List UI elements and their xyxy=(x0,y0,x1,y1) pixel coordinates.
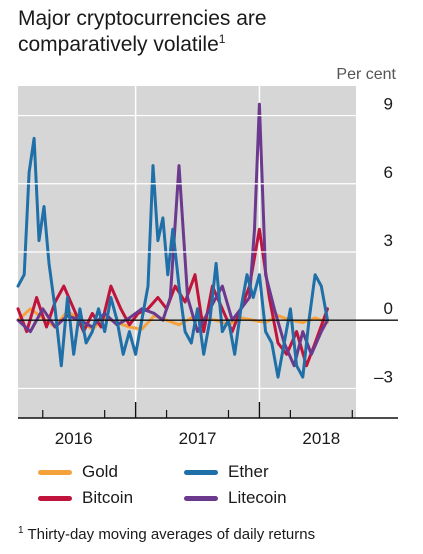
footnote-mark: 1 xyxy=(18,525,24,536)
y-tick-label-2: 3 xyxy=(384,231,393,250)
y-axis-unit-label: Per cent xyxy=(336,66,396,83)
legend-label-litecoin: Litecoin xyxy=(228,488,287,507)
y-tick-label-0: 9 xyxy=(384,95,393,114)
x-tick-label-2016: 2016 xyxy=(55,429,93,448)
chart-title-line-2-text: comparatively volatile xyxy=(18,33,219,56)
y-tick-label-3: 0 xyxy=(384,299,393,318)
legend-swatch-gold xyxy=(38,469,72,475)
title-footnote-mark: 1 xyxy=(218,32,226,46)
legend-item-bitcoin: Bitcoin xyxy=(38,488,133,508)
chart-title-line-2: comparatively volatile1 xyxy=(18,32,418,58)
legend-item-litecoin: Litecoin xyxy=(184,488,287,508)
x-tick-label-2017: 2017 xyxy=(179,429,217,448)
legend: Gold Ether Bitcoin Litecoin xyxy=(38,462,398,514)
footnote: 1 Thirty-day moving averages of daily re… xyxy=(18,525,418,543)
chart-title: Major cryptocurrencies are comparatively… xyxy=(18,6,418,58)
legend-label-ether: Ether xyxy=(228,462,269,481)
legend-item-gold: Gold xyxy=(38,462,118,482)
x-tick-label-2018: 2018 xyxy=(302,429,340,448)
chart-title-line-1: Major cryptocurrencies are xyxy=(18,7,267,30)
legend-label-gold: Gold xyxy=(82,462,118,481)
footnote-text: Thirty-day moving averages of daily retu… xyxy=(27,526,316,543)
line-chart: 2016 2017 2018 9 6 3 0 –3 Per cent xyxy=(16,66,398,448)
legend-swatch-ether xyxy=(184,469,218,475)
y-axis: 9 6 3 0 –3 xyxy=(18,95,398,390)
y-tick-label-1: 6 xyxy=(384,163,393,182)
legend-item-ether: Ether xyxy=(184,462,269,482)
legend-swatch-litecoin xyxy=(184,495,218,501)
x-axis: 2016 2017 2018 xyxy=(18,402,398,448)
y-tick-label-4: –3 xyxy=(374,367,393,386)
legend-label-bitcoin: Bitcoin xyxy=(82,488,134,507)
legend-swatch-bitcoin xyxy=(38,495,72,501)
